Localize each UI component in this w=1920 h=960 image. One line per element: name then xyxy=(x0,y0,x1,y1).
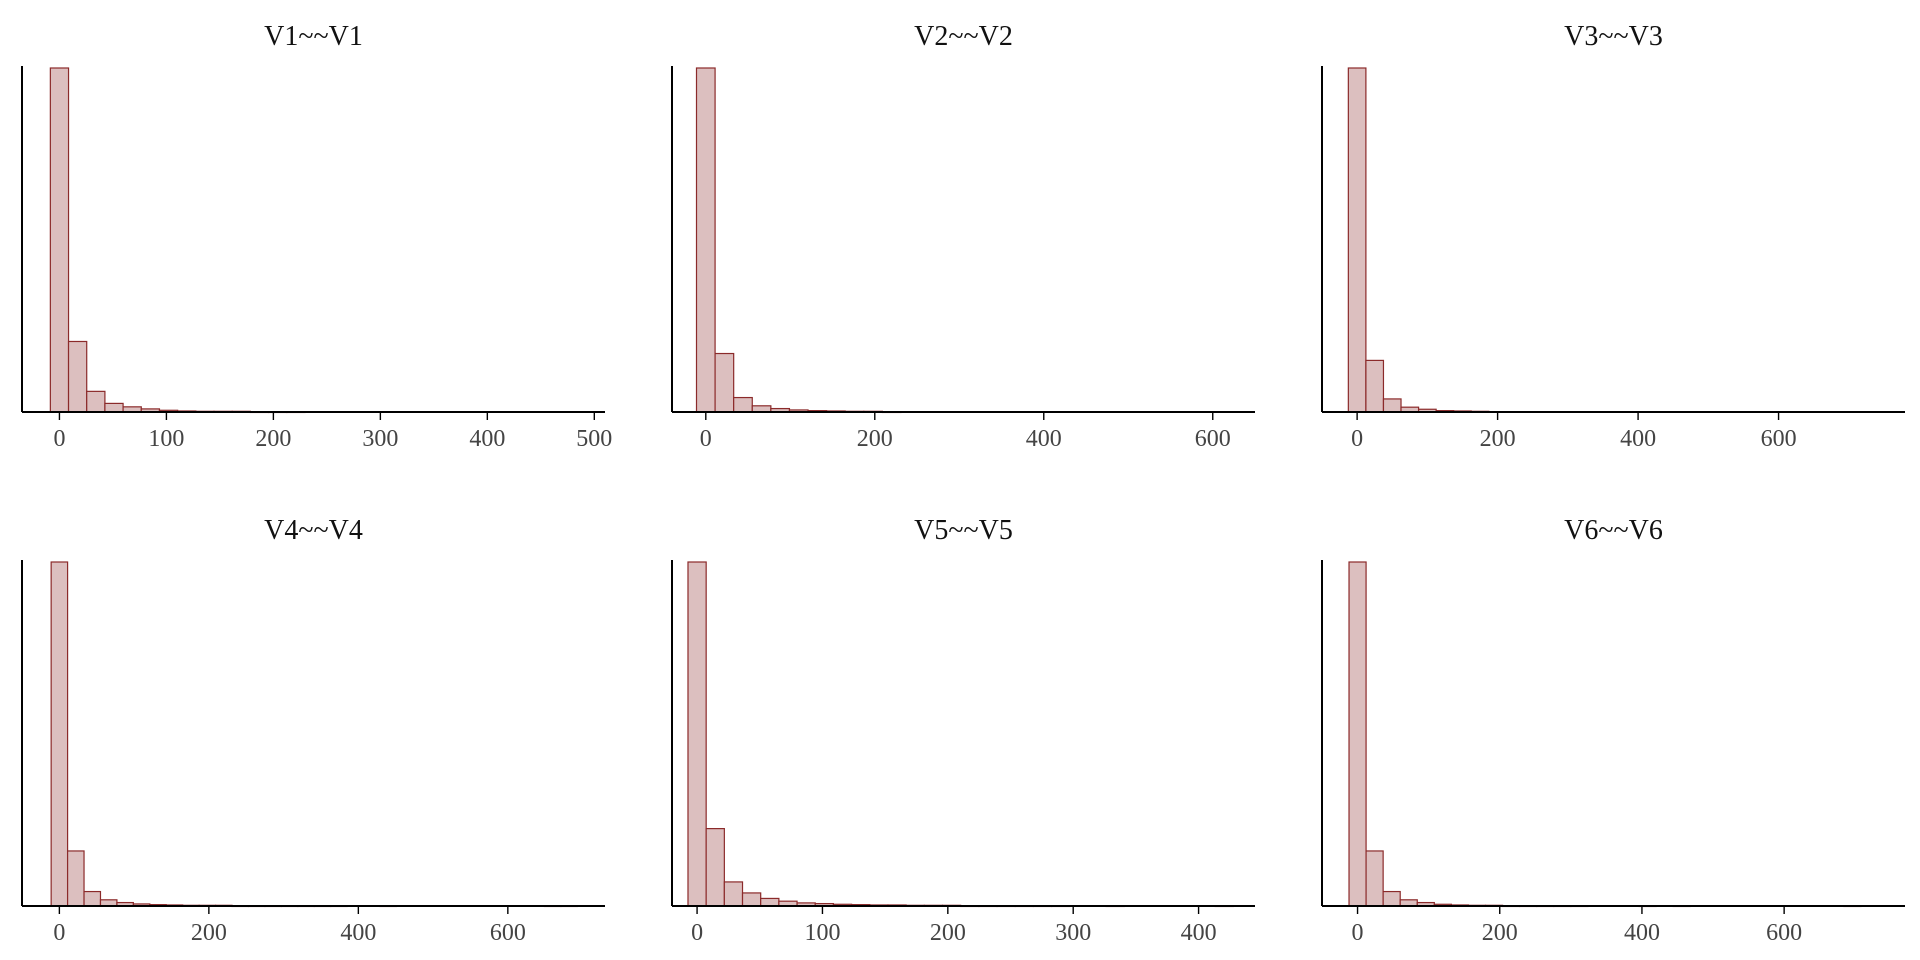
x-tick-label: 200 xyxy=(857,426,893,452)
histogram-bar xyxy=(1382,398,1402,413)
x-tick-label: 400 xyxy=(340,920,376,946)
panel-title: V1~~V1 xyxy=(264,21,363,52)
x-tick-label: 0 xyxy=(1352,920,1364,946)
x-tick-label: 0 xyxy=(53,426,65,452)
x-tick-label: 100 xyxy=(804,920,840,946)
x-tick-label: 600 xyxy=(1766,920,1802,946)
histogram-bar xyxy=(50,561,69,907)
histogram-bar xyxy=(723,881,744,907)
x-tick-label: 0 xyxy=(1351,426,1363,452)
x-tick-label: 500 xyxy=(576,426,612,452)
x-tick-label: 400 xyxy=(1624,920,1660,946)
histogram-bar xyxy=(714,352,735,413)
x-tick-label: 400 xyxy=(469,426,505,452)
histogram-panel-2: V2~~V2 0 200 400 600 xyxy=(671,21,1255,452)
x-tick-label: 400 xyxy=(1181,920,1217,946)
x-tick-label: 0 xyxy=(691,920,703,946)
histogram-bar xyxy=(705,827,725,907)
histogram-bar xyxy=(1365,850,1384,907)
x-tick-label: 600 xyxy=(1195,426,1231,452)
histogram-panel-3: V3~~V3 0 200 400 600 xyxy=(1321,21,1905,452)
x-tick-label: 200 xyxy=(255,426,291,452)
histogram-bar xyxy=(86,390,106,413)
histogram-bar xyxy=(741,892,762,907)
x-tick-label: 200 xyxy=(1480,426,1516,452)
histogram-bar xyxy=(687,561,707,907)
x-tick-label: 200 xyxy=(191,920,227,946)
x-tick-label: 400 xyxy=(1026,426,1062,452)
histogram-bar xyxy=(66,850,85,907)
x-tick-label: 300 xyxy=(1055,920,1091,946)
x-tick-label: 600 xyxy=(1761,426,1797,452)
panel-title: V2~~V2 xyxy=(914,21,1013,52)
x-tick-label: 300 xyxy=(362,426,398,452)
x-tick-label: 0 xyxy=(53,920,65,946)
histogram-bar xyxy=(695,67,716,413)
histogram-bar xyxy=(104,402,124,413)
x-tick-label: 200 xyxy=(930,920,966,946)
panel-title: V4~~V4 xyxy=(264,515,363,546)
x-tick-label: 0 xyxy=(700,426,712,452)
histogram-bar xyxy=(49,67,70,413)
histogram-bar xyxy=(1348,561,1367,907)
histogram-bar xyxy=(1382,890,1401,907)
panel-title: V6~~V6 xyxy=(1564,515,1663,546)
histogram-panel-5: V5~~V5 0 100 200 300 400 xyxy=(671,515,1255,946)
histogram-bar xyxy=(733,396,753,413)
x-tick-label: 200 xyxy=(1482,920,1518,946)
panel-title: V5~~V5 xyxy=(914,515,1013,546)
panel-title: V3~~V3 xyxy=(1564,21,1663,52)
histogram-panel-6: V6~~V6 0 200 400 600 xyxy=(1321,515,1905,946)
histogram-panel-1: V1~~V1 0 100 200 300 400 500 xyxy=(21,21,612,452)
histogram-bar xyxy=(67,340,88,413)
histogram-bar xyxy=(1347,67,1367,413)
histogram-bar xyxy=(1365,359,1385,413)
histogram-bar xyxy=(760,897,780,907)
histogram-bar xyxy=(83,890,102,907)
x-tick-label: 100 xyxy=(148,426,184,452)
histogram-panel-4: V4~~V4 0 200 400 600 xyxy=(21,515,605,946)
x-tick-label: 400 xyxy=(1620,426,1656,452)
x-tick-label: 600 xyxy=(490,920,526,946)
